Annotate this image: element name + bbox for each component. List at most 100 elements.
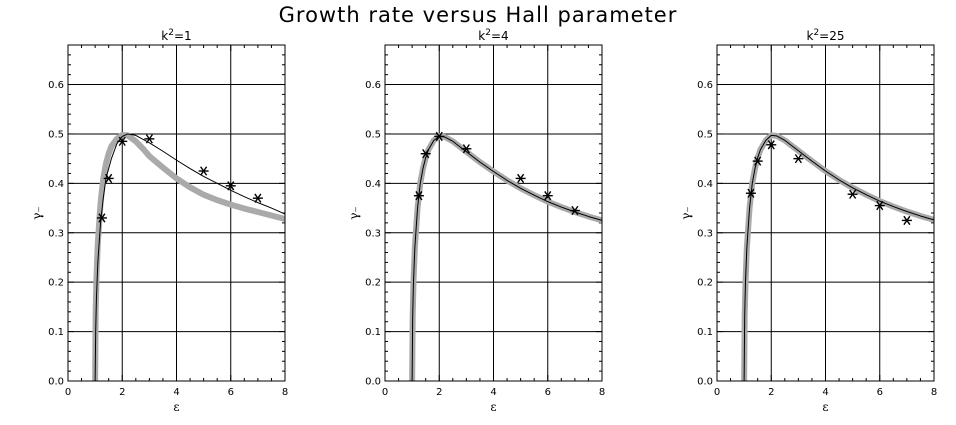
y-tick-label: 0.3 [48, 228, 64, 239]
data-point-asterisk [252, 193, 263, 203]
figure-title: Growth rate versus Hall parameter [279, 3, 678, 27]
x-tick-label: 4 [173, 387, 179, 398]
y-tick-label: 0.3 [697, 228, 713, 239]
x-tick-label: 2 [436, 387, 442, 398]
plot-frame [67, 44, 286, 382]
series-group [92, 131, 285, 381]
x-tick-label: 0 [714, 387, 720, 398]
panel-title-tail: =4 [491, 29, 509, 43]
panel-title-exponent: 2 [168, 28, 174, 38]
panel-title: k2=1 [161, 28, 191, 43]
x-axis-label: ε [822, 400, 828, 414]
y-tick-label: 0.0 [365, 377, 381, 388]
x-tick-label: 8 [931, 387, 937, 398]
y-tick-label: 0.0 [697, 377, 713, 388]
x-tick-label: 6 [228, 387, 234, 398]
asterisk-stroke [415, 191, 423, 201]
data-point-asterisk [198, 166, 209, 176]
y-tick-label: 0.1 [365, 327, 381, 338]
asterisk-stroke [422, 149, 430, 159]
y-tick-label: 0.4 [697, 179, 713, 190]
data-point-asterisk [745, 188, 756, 198]
data-point-asterisk [413, 191, 424, 201]
data-point-asterisk [847, 189, 858, 199]
panel-title-base: k [161, 29, 168, 43]
asterisk-stroke [794, 153, 802, 164]
panels: 0 2 4 6 80.00.10.20.30.40.50.6εγ₋k2=10 2 4 6 80.… [30, 28, 937, 414]
panel-title-tail: =1 [174, 29, 192, 43]
x-tick-label: 2 [119, 387, 125, 398]
data-point-asterisk [752, 156, 763, 166]
data-point-asterisk [225, 181, 236, 191]
asterisk-stroke [517, 173, 525, 184]
data-point-asterisk [901, 215, 912, 226]
asterisk-stroke [98, 213, 106, 223]
y-tick-label: 0.5 [48, 129, 64, 140]
data-point-asterisk [103, 173, 114, 184]
x-tick-label: 0 [382, 387, 388, 398]
y-tick-label: 0.0 [48, 377, 64, 388]
x-tick-label: 2 [768, 387, 774, 398]
x-tick-label: 4 [490, 387, 496, 398]
asterisk-stroke [544, 191, 552, 201]
panel-title-exponent: 2 [813, 28, 819, 38]
series-curve-thick [741, 132, 934, 381]
data-point-asterisk [542, 191, 553, 201]
panel-title: k2=4 [478, 28, 508, 43]
y-tick-label: 0.2 [697, 278, 713, 289]
asterisk-stroke [849, 189, 857, 199]
asterisk-stroke [435, 131, 443, 142]
y-tick-label: 0.5 [365, 129, 381, 140]
x-tick-label: 4 [822, 387, 828, 398]
data-point-asterisk [569, 205, 580, 216]
y-tick-label: 0.6 [365, 80, 381, 91]
asterisk-stroke [118, 136, 126, 147]
panel-1: 0 2 4 6 80.00.10.20.30.40.50.6εγ₋k2=1 [30, 28, 288, 414]
x-tick-label: 6 [877, 387, 883, 398]
y-axis-label: γ₋ [347, 206, 361, 220]
data-point-asterisk [117, 136, 128, 147]
data-point-asterisk [144, 134, 155, 144]
y-tick-label: 0.6 [697, 80, 713, 91]
y-tick-label: 0.4 [48, 179, 64, 190]
asterisk-stroke [876, 200, 884, 211]
plot-frame [384, 44, 603, 382]
asterisk-stroke [571, 205, 579, 216]
asterisk-stroke [462, 144, 470, 154]
y-tick-label: 0.2 [48, 278, 64, 289]
panel-title-base: k [478, 29, 485, 43]
series-curve-thin [411, 135, 602, 381]
asterisk-stroke [105, 173, 113, 184]
panel-title-base: k [806, 29, 813, 43]
data-point-asterisk [874, 200, 885, 211]
series-curve-thick [409, 133, 602, 381]
asterisk-stroke [200, 166, 208, 176]
y-tick-label: 0.1 [697, 327, 713, 338]
data-point-asterisk [461, 144, 472, 154]
data-point-asterisk [434, 131, 445, 142]
y-tick-label: 0.1 [48, 327, 64, 338]
series-group [741, 132, 934, 381]
plot-frame [716, 44, 935, 382]
data-point-asterisk [515, 173, 526, 184]
panel-2: 0 2 4 6 80.00.10.20.30.40.50.6εγ₋k2=4 [347, 28, 605, 414]
x-tick-label: 8 [282, 387, 288, 398]
panel-title: k2=25 [806, 28, 844, 43]
y-axis-label: γ₋ [679, 206, 693, 220]
asterisk-stroke [754, 156, 762, 166]
panel-title-tail: =25 [819, 29, 844, 43]
series-curve-thin [743, 134, 934, 381]
x-tick-label: 8 [599, 387, 605, 398]
x-tick-label: 0 [65, 387, 71, 398]
series-curve-thick [92, 131, 285, 381]
y-axis-label: γ₋ [30, 206, 44, 220]
asterisk-stroke [767, 140, 775, 150]
asterisk-stroke [747, 188, 755, 198]
asterisk-stroke [903, 215, 911, 226]
series-curve-thin [94, 133, 285, 381]
data-point-asterisk [793, 153, 804, 164]
x-axis-label: ε [173, 400, 179, 414]
asterisk-stroke [145, 134, 153, 144]
series-group [409, 131, 602, 381]
